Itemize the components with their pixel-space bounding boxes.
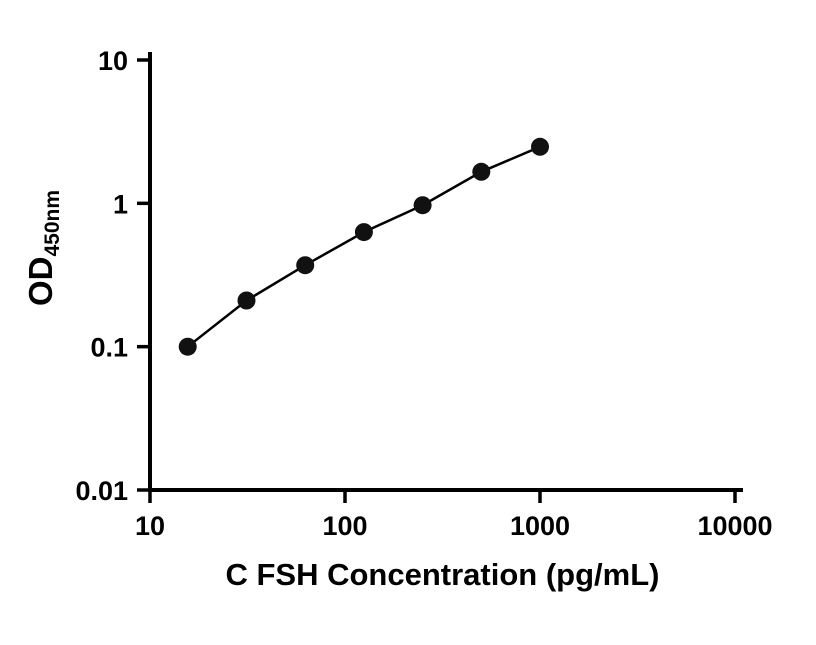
x-axis-tick-label: 1000	[510, 511, 570, 541]
y-axis-tick-label: 1	[113, 189, 128, 219]
y-axis-tick-label: 10	[98, 46, 128, 76]
y-axis-title: OD450nm	[22, 190, 64, 306]
data-point	[472, 162, 491, 181]
x-axis-tick-label: 10	[135, 511, 165, 541]
data-point	[531, 137, 549, 156]
y-axis-tick-label: 0.1	[90, 333, 128, 363]
x-axis-tick-label: 100	[322, 511, 367, 541]
x-axis-title: C FSH Concentration (pg/mL)	[226, 557, 660, 592]
x-axis-tick-label: 10000	[697, 511, 772, 541]
y-axis-tick-label: 0.01	[75, 476, 128, 506]
data-point	[354, 223, 373, 242]
data-point	[296, 256, 315, 275]
data-point	[237, 291, 256, 310]
data-point	[413, 196, 432, 215]
data-point	[178, 337, 197, 356]
